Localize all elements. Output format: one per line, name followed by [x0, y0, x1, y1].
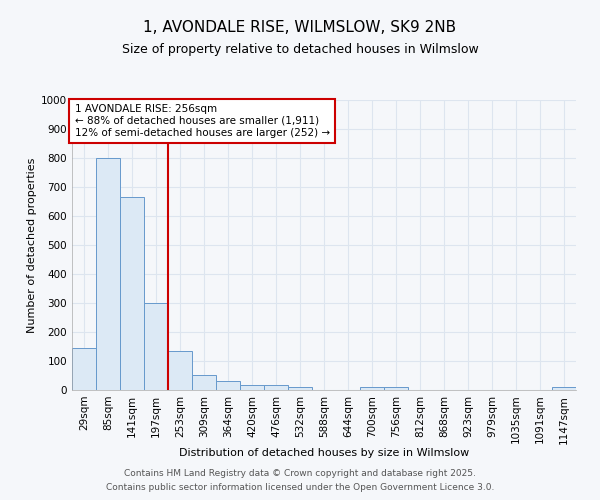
- Bar: [240, 385, 264, 390]
- Text: 1 AVONDALE RISE: 256sqm
← 88% of detached houses are smaller (1,911)
12% of semi: 1 AVONDALE RISE: 256sqm ← 88% of detache…: [74, 104, 329, 138]
- Bar: [264, 385, 288, 390]
- Bar: [216, 382, 240, 390]
- Bar: [144, 303, 168, 390]
- Bar: [288, 387, 312, 390]
- Bar: [96, 158, 120, 390]
- Text: Contains HM Land Registry data © Crown copyright and database right 2025.: Contains HM Land Registry data © Crown c…: [124, 468, 476, 477]
- Bar: [384, 387, 408, 390]
- Bar: [168, 351, 192, 390]
- Y-axis label: Number of detached properties: Number of detached properties: [27, 158, 37, 332]
- Bar: [192, 375, 216, 390]
- Text: Size of property relative to detached houses in Wilmslow: Size of property relative to detached ho…: [122, 42, 478, 56]
- Bar: [552, 387, 576, 390]
- Bar: [360, 387, 384, 390]
- X-axis label: Distribution of detached houses by size in Wilmslow: Distribution of detached houses by size …: [179, 448, 469, 458]
- Text: Contains public sector information licensed under the Open Government Licence 3.: Contains public sector information licen…: [106, 484, 494, 492]
- Text: 1, AVONDALE RISE, WILMSLOW, SK9 2NB: 1, AVONDALE RISE, WILMSLOW, SK9 2NB: [143, 20, 457, 35]
- Bar: [72, 348, 96, 390]
- Bar: [120, 197, 144, 390]
